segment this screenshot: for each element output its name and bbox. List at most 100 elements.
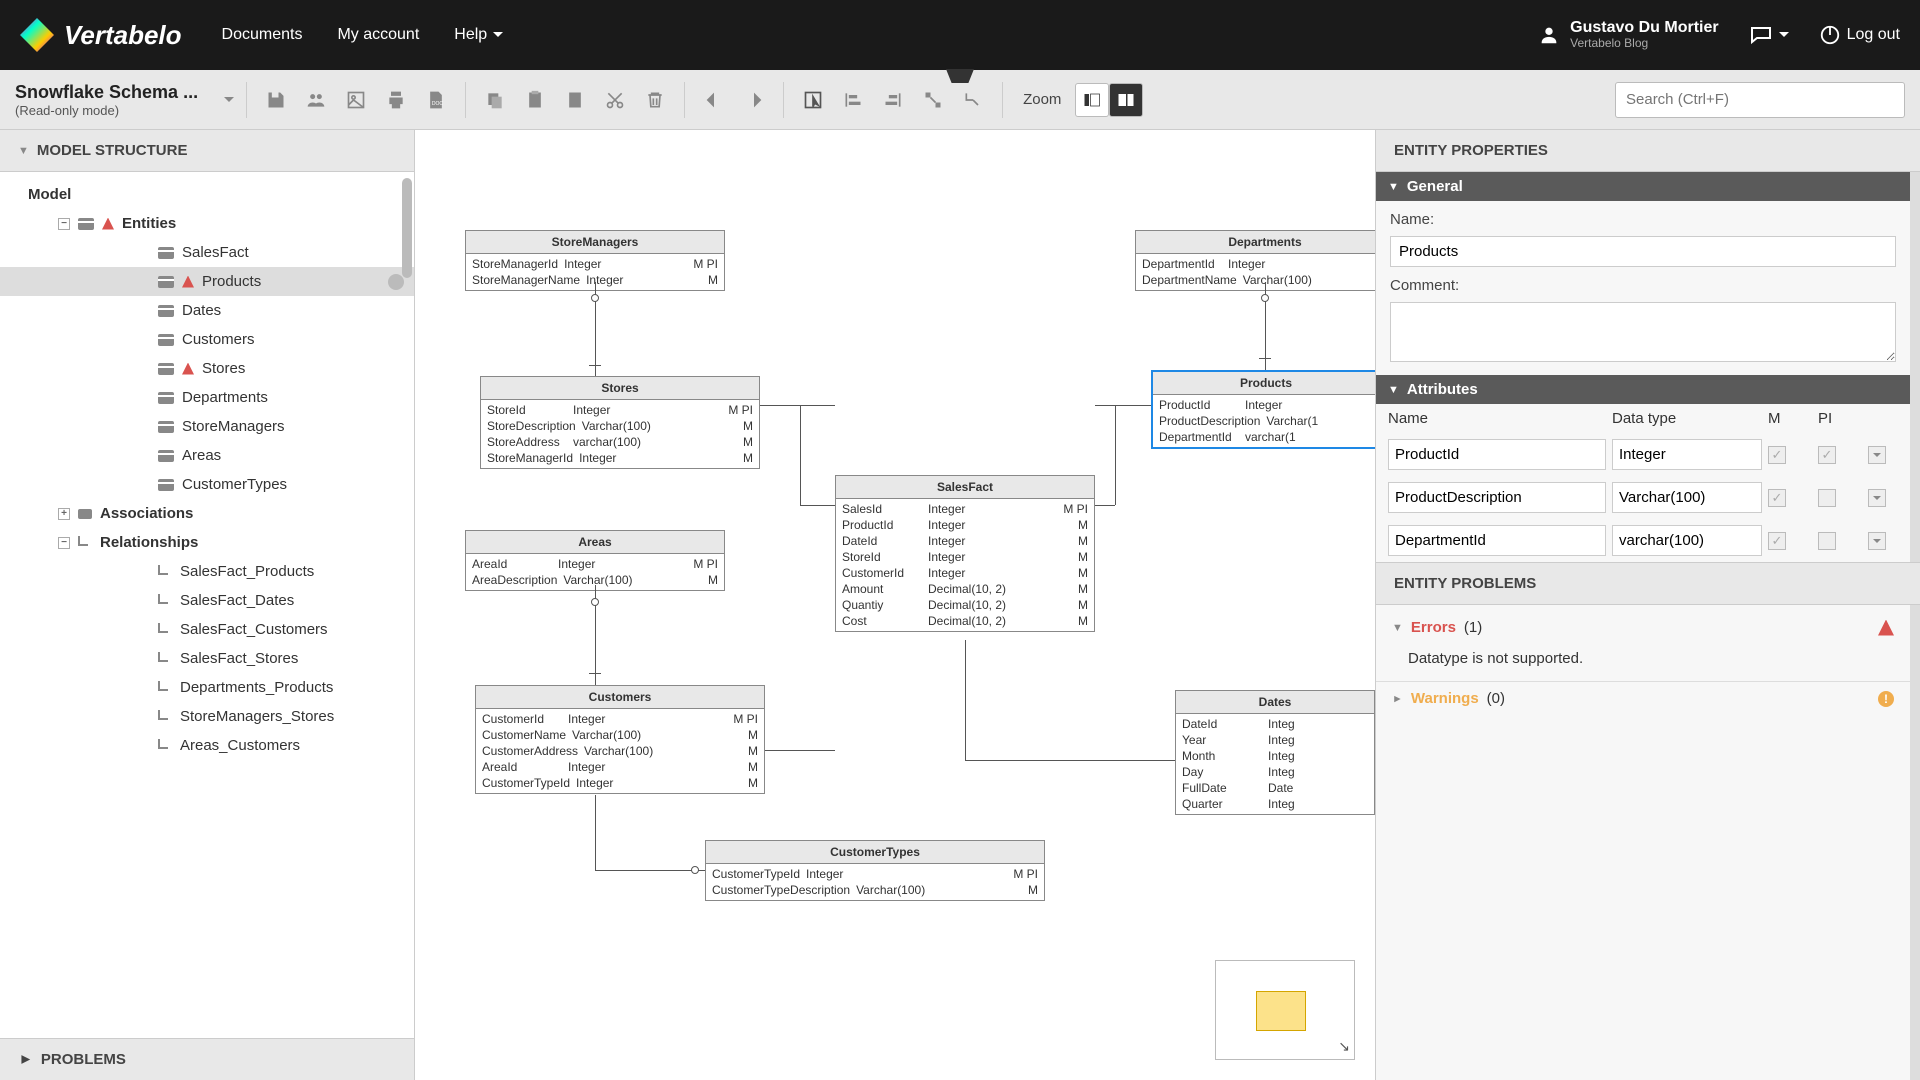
attr-mandatory-checkbox[interactable] xyxy=(1768,446,1786,464)
scrollbar[interactable] xyxy=(1910,172,1920,562)
app-logo[interactable]: Vertabelo xyxy=(20,18,182,52)
scrollbar[interactable] xyxy=(1910,605,1920,1080)
attr-name-input[interactable] xyxy=(1388,525,1606,556)
tree-associations[interactable]: + Associations xyxy=(0,499,414,528)
paste-button[interactable] xyxy=(518,83,552,117)
tree-entity-customers[interactable]: Customers xyxy=(0,325,414,354)
logout-button[interactable]: Log out xyxy=(1819,24,1900,46)
tree-entity-products[interactable]: Products xyxy=(0,267,414,296)
tree-entity-departments[interactable]: Departments xyxy=(0,383,414,412)
copy-button[interactable] xyxy=(478,83,512,117)
attr-dropdown[interactable] xyxy=(1868,446,1886,464)
entity-dates[interactable]: DatesDateIdIntegYearIntegMonthIntegDayIn… xyxy=(1175,690,1375,815)
export-doc-button[interactable]: DOC xyxy=(419,83,453,117)
attr-name-input[interactable] xyxy=(1388,482,1606,513)
attributes-section-header[interactable]: ▼ Attributes xyxy=(1376,375,1910,404)
tree-entity-storemanagers[interactable]: StoreManagers xyxy=(0,412,414,441)
collapse-handle[interactable] xyxy=(946,69,974,83)
minimap-viewport[interactable] xyxy=(1256,991,1306,1031)
image-button[interactable] xyxy=(339,83,373,117)
users-icon xyxy=(306,90,326,110)
share-button[interactable] xyxy=(299,83,333,117)
attr-mandatory-checkbox[interactable] xyxy=(1768,532,1786,550)
collapse-icon[interactable]: − xyxy=(58,218,70,230)
distribute-button[interactable] xyxy=(916,83,950,117)
clipboard-dashed-icon xyxy=(565,90,585,110)
nav-my-account[interactable]: My account xyxy=(337,26,419,44)
errors-group[interactable]: ▼ Errors (1) xyxy=(1376,611,1910,644)
tree-root-model[interactable]: Model xyxy=(0,180,414,209)
nav-documents[interactable]: Documents xyxy=(222,26,303,44)
tree-entity-customertypes[interactable]: CustomerTypes xyxy=(0,470,414,499)
relation-button[interactable] xyxy=(956,83,990,117)
attr-type-input[interactable] xyxy=(1612,525,1762,556)
entity-customertypes[interactable]: CustomerTypesCustomerTypeIdIntegerM PICu… xyxy=(705,840,1045,901)
tree-rel-storemanagers_stores[interactable]: StoreManagers_Stores xyxy=(0,702,414,731)
entity-customers[interactable]: CustomersCustomerIdIntegerM PICustomerNa… xyxy=(475,685,765,794)
warnings-group[interactable]: ▼ Warnings (0) ! xyxy=(1376,681,1910,715)
paste-special-button[interactable] xyxy=(558,83,592,117)
redo-button[interactable] xyxy=(737,83,771,117)
user-menu[interactable]: Gustavo Du Mortier Vertabelo Blog xyxy=(1538,20,1718,50)
attr-type-input[interactable] xyxy=(1612,482,1762,513)
view-compact-button[interactable] xyxy=(1075,83,1109,117)
doc-dropdown[interactable] xyxy=(224,92,234,107)
attr-pi-checkbox[interactable] xyxy=(1818,446,1836,464)
chevron-down-icon: ▼ xyxy=(1388,181,1399,193)
view-detail-icon xyxy=(1117,91,1135,109)
attr-dropdown[interactable] xyxy=(1868,532,1886,550)
tree-entity-salesfact[interactable]: SalesFact xyxy=(0,238,414,267)
entity-icon xyxy=(158,276,174,288)
cut-button[interactable] xyxy=(598,83,632,117)
minimap[interactable]: ↘ xyxy=(1215,960,1355,1060)
attr-dropdown[interactable] xyxy=(1868,489,1886,507)
attr-pi-checkbox[interactable] xyxy=(1818,489,1836,507)
model-structure-header[interactable]: ▼ MODEL STRUCTURE xyxy=(0,130,414,172)
comment-label: Comment: xyxy=(1390,277,1470,294)
attr-type-input[interactable] xyxy=(1612,439,1762,470)
connector xyxy=(765,750,835,751)
entity-column: StoreIdIntegerM xyxy=(836,549,1094,565)
entity-name-input[interactable] xyxy=(1390,236,1896,267)
entity-column: StoreDescriptionVarchar(100)M xyxy=(481,418,759,434)
attr-name-input[interactable] xyxy=(1388,439,1606,470)
tree-rel-salesfact_customers[interactable]: SalesFact_Customers xyxy=(0,615,414,644)
scrollbar[interactable] xyxy=(402,178,412,278)
tree-entity-dates[interactable]: Dates xyxy=(0,296,414,325)
entity-comment-input[interactable] xyxy=(1390,302,1896,362)
entity-products[interactable]: ProductsProductIdIntegerProductDescripti… xyxy=(1151,370,1375,449)
attr-pi-checkbox[interactable] xyxy=(1818,532,1836,550)
collapse-icon[interactable]: − xyxy=(58,537,70,549)
chat-button[interactable] xyxy=(1749,23,1789,47)
select-button[interactable] xyxy=(796,83,830,117)
tree-rel-areas_customers[interactable]: Areas_Customers xyxy=(0,731,414,760)
entity-departments[interactable]: DepartmentsDepartmentIdIntegerDepartment… xyxy=(1135,230,1375,291)
undo-button[interactable] xyxy=(697,83,731,117)
entity-column: SalesIdIntegerM PI xyxy=(836,501,1094,517)
diagram-canvas[interactable]: ↘ StoreManagersStoreManagerIdIntegerM PI… xyxy=(415,130,1375,1080)
collapse-dot-icon[interactable] xyxy=(388,274,404,290)
delete-button[interactable] xyxy=(638,83,672,117)
tree-rel-salesfact_stores[interactable]: SalesFact_Stores xyxy=(0,644,414,673)
problems-panel-header[interactable]: ▼ PROBLEMS xyxy=(0,1038,414,1080)
entity-salesfact[interactable]: SalesFactSalesIdIntegerM PIProductIdInte… xyxy=(835,475,1095,632)
tree-rel-departments_products[interactable]: Departments_Products xyxy=(0,673,414,702)
search-input[interactable] xyxy=(1615,82,1905,118)
general-section-header[interactable]: ▼ General xyxy=(1376,172,1910,201)
save-button[interactable] xyxy=(259,83,293,117)
align-left-button[interactable] xyxy=(836,83,870,117)
tree-relationships[interactable]: − Relationships xyxy=(0,528,414,557)
tree-entities[interactable]: − Entities xyxy=(0,209,414,238)
align-right-button[interactable] xyxy=(876,83,910,117)
tree-rel-salesfact_products[interactable]: SalesFact_Products xyxy=(0,557,414,586)
tree-entity-stores[interactable]: Stores xyxy=(0,354,414,383)
entity-areas[interactable]: AreasAreaIdIntegerM PIAreaDescriptionVar… xyxy=(465,530,725,591)
tree-rel-salesfact_dates[interactable]: SalesFact_Dates xyxy=(0,586,414,615)
entity-stores[interactable]: StoresStoreIdIntegerM PIStoreDescription… xyxy=(480,376,760,469)
nav-help[interactable]: Help xyxy=(454,26,503,44)
view-detail-button[interactable] xyxy=(1109,83,1143,117)
expand-icon[interactable]: + xyxy=(58,508,70,520)
attr-mandatory-checkbox[interactable] xyxy=(1768,489,1786,507)
print-button[interactable] xyxy=(379,83,413,117)
tree-entity-areas[interactable]: Areas xyxy=(0,441,414,470)
